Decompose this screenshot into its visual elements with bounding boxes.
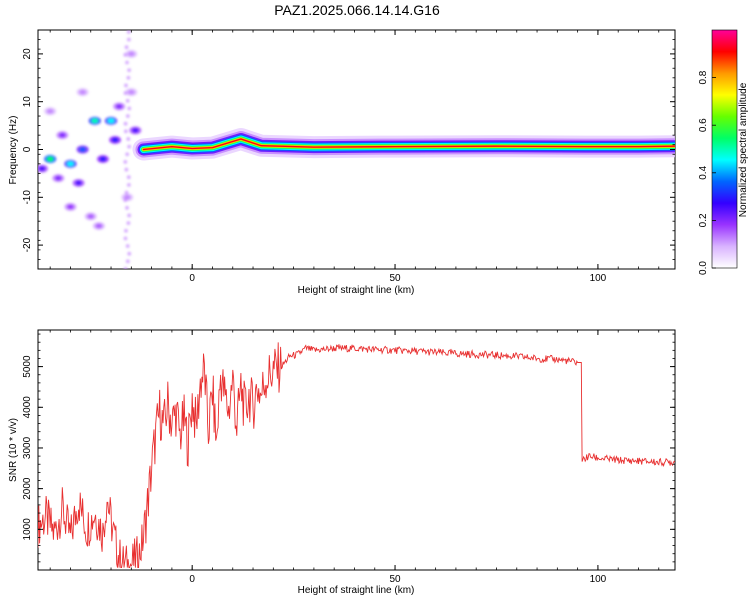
- colorbar-swatch: [711, 29, 738, 269]
- spectrogram-noise: [127, 213, 131, 218]
- colorbar: 0.0 0.2 0.4 0.6 0.8 Normalized spectral ampl…: [698, 29, 749, 275]
- spectrogram-noise: [127, 37, 131, 42]
- snr-line: [38, 342, 675, 569]
- spectrogram-blob-core: [127, 89, 135, 95]
- spectrogram-noise: [124, 45, 129, 50]
- spectrogram-noise: [123, 91, 128, 95]
- spectrogram-noise: [125, 60, 129, 65]
- spectrogram-x-ticks: 0 50 100: [49, 30, 660, 284]
- spectrogram-y-tick-label: 20: [22, 48, 33, 60]
- spectrogram-noise: [127, 68, 131, 72]
- snr-x-label: Height of straight line (km): [298, 585, 415, 596]
- colorbar-tick-label: 0.0: [698, 261, 709, 275]
- spectrogram-noise: [124, 83, 128, 88]
- spectrogram-noise: [126, 30, 131, 34]
- snr-y-tick-label: 3000: [22, 436, 33, 459]
- spectrogram-blob-core: [58, 132, 66, 138]
- spectrogram-noise: [127, 251, 132, 256]
- spectrogram-blob-core: [127, 51, 135, 57]
- spectrogram-blob-core: [54, 175, 62, 181]
- spectrogram-noise: [123, 267, 128, 269]
- spectrogram-blob-core: [111, 137, 119, 143]
- spectrogram-y-tick-label: -10: [22, 190, 33, 205]
- spectrogram-noise: [124, 190, 129, 195]
- spectrogram-x-tick-label: 0: [189, 273, 195, 284]
- snr-x-tick-label: 100: [590, 574, 607, 585]
- spectrogram-blob-core: [66, 204, 74, 210]
- spectrogram-noise: [126, 137, 131, 141]
- spectrogram-noise: [125, 244, 130, 248]
- spectrogram-noise: [127, 183, 131, 187]
- spectrogram-blob-core: [38, 166, 46, 172]
- spectrogram-blob-core: [115, 104, 123, 109]
- spectrogram-x-label: Height of straight line (km): [298, 285, 415, 296]
- colorbar-ticks: 0.0 0.2 0.4 0.6 0.8: [698, 70, 716, 275]
- spectrogram-noise: [126, 175, 131, 180]
- page-title: PAZ1.2025.066.14.14.G16: [274, 2, 440, 18]
- spectrogram-y-ticks: -20 -10 0 10 20: [22, 29, 675, 270]
- spectrogram-y-tick-label: 10: [22, 96, 33, 108]
- spectrogram-blobs: [38, 30, 142, 269]
- spectrogram-x-tick-label: 50: [389, 273, 401, 284]
- spectrogram-ridge-band: [142, 138, 675, 151]
- spectrogram-blob-core: [75, 180, 83, 186]
- spectrogram-blob-core: [99, 156, 107, 162]
- spectrogram-blob-core: [87, 214, 95, 219]
- colorbar-tick-label: 0.8: [698, 70, 709, 84]
- spectrogram-x-tick-label: 100: [590, 273, 607, 284]
- spectrogram-noise: [126, 221, 131, 225]
- spectrogram-noise: [124, 129, 128, 134]
- colorbar-tick-label: 0.6: [698, 118, 709, 132]
- spectrogram-panel: -20 -10 0 10 20 0 50 100 Height of straight li…: [8, 29, 676, 296]
- spectrogram-y-tick-label: 0: [22, 146, 33, 152]
- spectrogram-noise: [125, 98, 130, 103]
- spectrogram-blob-core: [95, 223, 103, 229]
- spectrogram-ridge: [132, 128, 675, 161]
- spectrogram-noise: [127, 144, 131, 149]
- spectrogram-noise: [124, 167, 129, 172]
- spectrogram-blob-core: [46, 108, 54, 114]
- spectrogram-noise: [123, 198, 128, 202]
- spectrogram-y-tick-label: -20: [22, 237, 33, 252]
- colorbar-tick-label: 0.2: [698, 213, 709, 227]
- spectrogram-y-label: Frequency (Hz): [8, 116, 19, 185]
- spectrogram-noise: [123, 236, 128, 241]
- spectrogram-noise: [126, 259, 130, 264]
- colorbar-tick-label: 0.4: [698, 165, 709, 179]
- spectrogram-blob-core: [107, 118, 115, 124]
- snr-x-tick-label: 0: [189, 574, 195, 585]
- spectrogram-noise: [124, 228, 128, 233]
- snr-plot: [38, 342, 675, 569]
- spectrogram-blob-core: [79, 147, 87, 152]
- spectrogram-noise: [125, 152, 129, 157]
- snr-x-tick-label: 50: [389, 574, 401, 585]
- spectrogram-noise: [127, 106, 132, 111]
- spectrogram-noise: [126, 76, 131, 80]
- spectrogram-noise: [126, 114, 130, 118]
- colorbar-label: Normalized spectral amplitude: [738, 82, 749, 217]
- spectrogram-image: [38, 30, 675, 269]
- spectrogram-blob-core: [131, 127, 139, 133]
- snr-y-tick-label: 4000: [22, 396, 33, 419]
- snr-x-ticks: 0 50 100: [49, 330, 660, 585]
- spectrogram-noise: [125, 206, 129, 210]
- snr-frame: [37, 329, 676, 571]
- snr-y-ticks: 1000 2000 3000 4000 5000: [22, 333, 675, 563]
- snr-panel: 1000 2000 3000 4000 5000 0 50 100 Height of st…: [8, 329, 676, 596]
- snr-y-tick-label: 2000: [22, 477, 33, 500]
- spectrogram-blob-core: [46, 156, 54, 162]
- spectrogram-blob-core: [66, 161, 74, 167]
- spectrogram-noise: [123, 160, 128, 164]
- spectrogram-blob-core: [91, 118, 99, 124]
- snr-y-tick-label: 1000: [22, 518, 33, 541]
- spectrogram-blob-core: [79, 89, 87, 95]
- snr-y-label: SNR (10 * v/v): [8, 418, 19, 482]
- spectrogram-noise: [123, 121, 128, 126]
- snr-y-tick-label: 5000: [22, 355, 33, 378]
- spectrogram-noise: [123, 53, 128, 57]
